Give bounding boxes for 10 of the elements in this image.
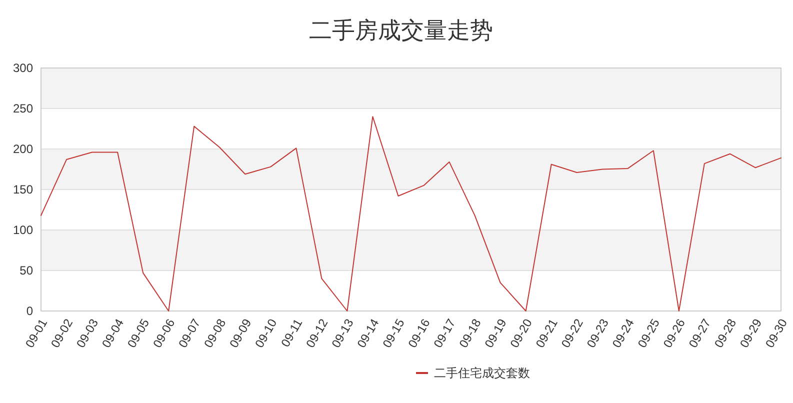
chart-title: 二手房成交量走势 — [309, 17, 493, 43]
y-tick-label: 100 — [12, 223, 34, 237]
y-tick-label: 300 — [12, 61, 34, 75]
y-tick-label: 0 — [26, 304, 34, 318]
y-tick-label: 200 — [12, 142, 34, 156]
legend-label: 二手住宅成交套数 — [434, 366, 530, 380]
y-tick-label: 150 — [12, 182, 34, 196]
legend: 二手住宅成交套数 — [416, 366, 530, 380]
y-tick-label: 50 — [20, 264, 34, 278]
y-tick-label: 250 — [12, 102, 34, 116]
